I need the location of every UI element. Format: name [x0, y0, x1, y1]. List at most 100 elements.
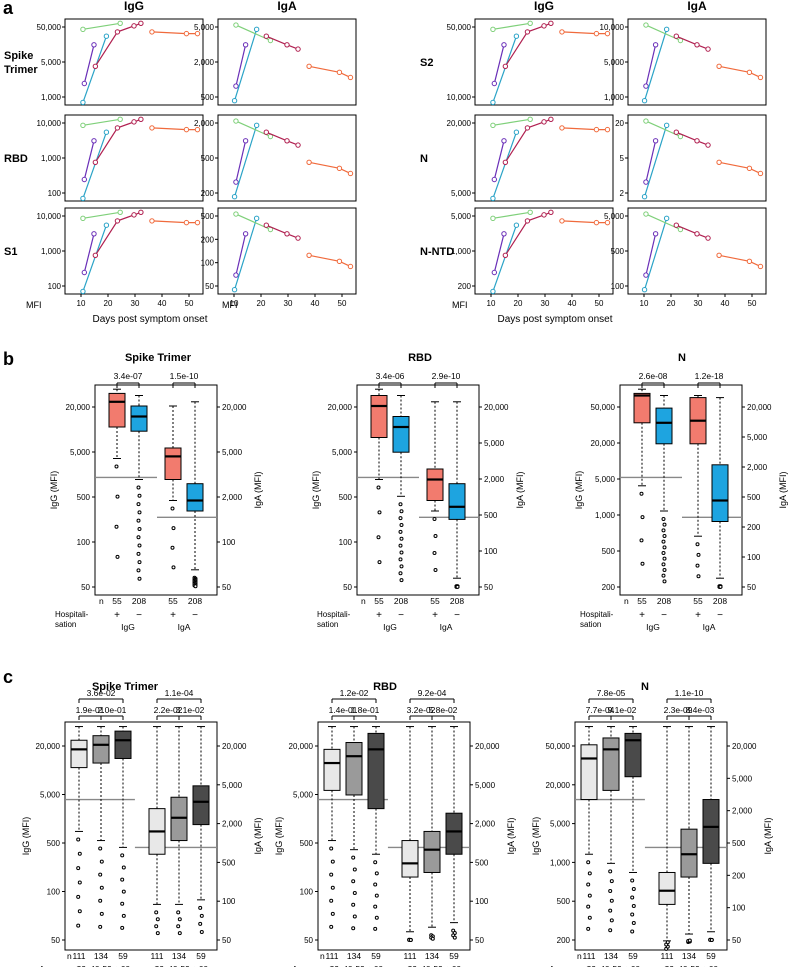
y-tick-label: 5,000: [604, 212, 625, 221]
hosp-label: sation: [55, 620, 76, 629]
y-axis-label: IgG (MFI): [311, 471, 321, 510]
y-tick-label: 2,000: [484, 475, 505, 484]
data-point: [593, 30, 600, 37]
outlier: [631, 903, 636, 908]
subplot-title: Spike Trimer: [125, 352, 192, 364]
y-tick-label: 5,000: [475, 781, 496, 790]
data-point: [541, 119, 547, 125]
data-point: [501, 42, 507, 48]
outlier: [374, 871, 379, 876]
minus-sign: −: [192, 610, 198, 621]
y-tick-label: 200: [557, 936, 571, 945]
series-blue: [492, 131, 517, 199]
series-blue: [492, 224, 517, 292]
y-tick-label: 20: [615, 119, 624, 128]
box: [114, 730, 132, 759]
subplot-S1-IgG: 100 1,000 10,000 10 20 30 40 50: [37, 207, 204, 308]
outlier: [330, 885, 335, 890]
outlier: [586, 904, 591, 909]
x-tick-label: 50: [338, 299, 347, 308]
x-tick-label: 20: [667, 299, 676, 308]
x-tick-label: 10: [77, 299, 86, 308]
data-point: [149, 125, 155, 131]
outlier: [99, 885, 104, 890]
data-point: [663, 26, 670, 33]
data-point: [513, 129, 520, 135]
subplot-title: Spike Trimer: [92, 681, 159, 693]
subplot-RBD-IgG: 100 1,000 10,000: [37, 114, 204, 202]
outlier: [352, 914, 357, 919]
outlier: [329, 898, 334, 903]
outlier: [176, 910, 181, 915]
data-point: [716, 63, 722, 70]
data-point: [548, 116, 554, 123]
ig-label: IgG: [121, 622, 135, 632]
outlier: [351, 879, 356, 884]
y-tick-label: 100: [201, 259, 215, 268]
outlier: [661, 539, 666, 544]
data-point: [103, 222, 110, 228]
y-axis-label: IgA (MFI): [515, 471, 525, 508]
data-point: [80, 195, 86, 202]
x-tick-label: 20: [104, 299, 113, 308]
data-point: [501, 138, 507, 144]
outlier: [177, 931, 182, 936]
y-axis-label: IgA (MFI): [778, 471, 788, 508]
outlier: [120, 901, 125, 906]
y-tick-label: 20,000: [222, 403, 247, 412]
data-point: [694, 231, 700, 237]
outlier: [609, 918, 614, 923]
data-point: [194, 30, 201, 37]
outlier: [98, 872, 103, 877]
n-value: 59: [628, 951, 638, 961]
data-point: [673, 222, 679, 228]
age-group: ≥60: [447, 964, 461, 967]
data-point: [548, 20, 554, 26]
outlier: [170, 506, 175, 511]
age-label: Age: [39, 964, 54, 967]
col-title: IgG: [534, 0, 554, 13]
y-tick-label: 50,000: [37, 23, 62, 32]
y-tick-label: 2,000: [732, 807, 753, 816]
subplot-title: N: [678, 352, 686, 364]
data-point: [541, 212, 547, 218]
data-point: [490, 288, 496, 295]
series-blue: [233, 125, 258, 197]
data-point: [593, 219, 600, 226]
y-tick-label: 2,000: [194, 119, 215, 128]
outlier: [330, 911, 335, 916]
series-red: [504, 211, 552, 256]
y-tick-label: 20,000: [447, 119, 472, 128]
outlier: [136, 551, 141, 556]
data-point: [81, 176, 88, 183]
y-tick-label: 5,000: [550, 820, 571, 829]
y-tick-label: 10,000: [447, 93, 472, 102]
col-title: IgG: [124, 0, 144, 13]
data-point: [559, 218, 565, 224]
y-tick-label: 5,000: [194, 23, 215, 32]
outlier: [640, 561, 645, 566]
data-point: [746, 165, 753, 172]
n-value: 55: [168, 596, 178, 606]
series-green: [492, 118, 531, 126]
plot-frame: [64, 114, 204, 202]
age-group: 40-59: [678, 964, 700, 967]
data-point: [284, 138, 290, 144]
y-tick-label: 5,000: [451, 189, 472, 198]
outlier: [171, 565, 176, 570]
data-point: [643, 272, 649, 278]
box: [392, 416, 410, 453]
outlier: [99, 911, 104, 916]
p-value: 8.4e-03: [686, 705, 715, 715]
plot-frame: [474, 18, 614, 106]
outlier: [695, 542, 700, 547]
box: [192, 785, 210, 826]
data-point: [524, 218, 531, 224]
outlier: [374, 915, 379, 920]
data-point: [131, 23, 137, 29]
y-tick-label: 20,000: [36, 742, 61, 751]
series-purple: [235, 140, 247, 183]
outlier: [433, 568, 438, 572]
box: [423, 830, 441, 873]
hosp-label: sation: [317, 620, 338, 629]
